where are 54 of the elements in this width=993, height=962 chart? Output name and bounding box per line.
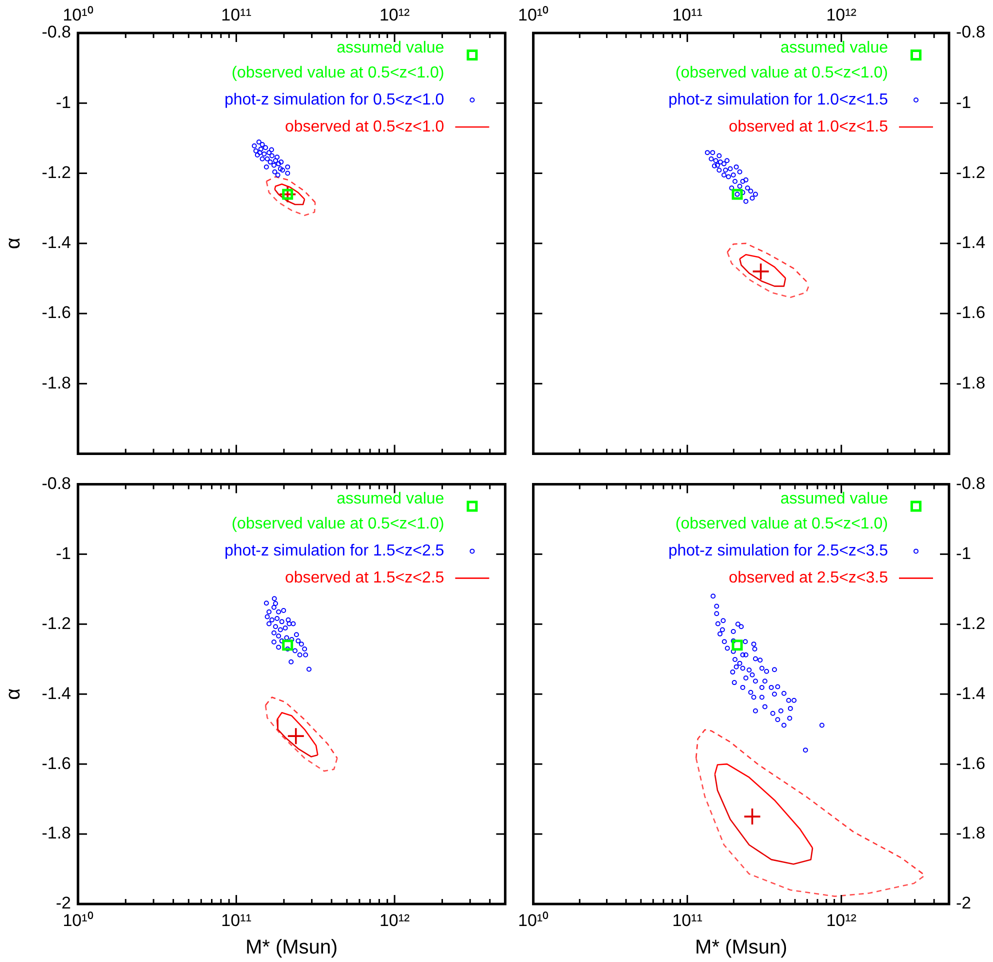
y-tick-label: -2 xyxy=(56,894,71,913)
y-tick-label: -1.6 xyxy=(42,754,71,773)
y-tick-label: -0.8 xyxy=(956,474,986,493)
x-tick-label: 10¹¹ xyxy=(221,5,252,24)
y-tick-label: -1.8 xyxy=(956,373,986,392)
x-tick-label: 10¹⁰ xyxy=(518,910,549,930)
legend-label: observed at 2.5<z<3.5 xyxy=(728,570,888,587)
y-tick-label: -1.8 xyxy=(42,824,71,843)
legend-label: observed at 1.0<z<1.5 xyxy=(728,118,888,136)
x-tick-label: 10¹² xyxy=(826,910,857,930)
y-tick-label: -1.4 xyxy=(956,233,986,252)
x-tick-label: 10¹¹ xyxy=(672,5,703,24)
y-tick-label: -1 xyxy=(56,544,71,563)
y-tick-label: -1.4 xyxy=(42,684,71,703)
y-tick-label: -1.8 xyxy=(42,373,71,392)
x-tick-label: 10¹⁰ xyxy=(518,5,549,24)
y-tick-label: -1.4 xyxy=(42,233,71,252)
y-tick-label: -1.8 xyxy=(956,824,986,843)
y-tick-label: -2 xyxy=(956,894,972,913)
x-axis-title: M* (Msun) xyxy=(245,936,338,959)
y-tick-label: -0.8 xyxy=(42,22,71,42)
legend-label: phot-z simulation for 0.5<z<1.0 xyxy=(224,91,444,108)
y-tick-label: -1.2 xyxy=(956,614,986,633)
x-tick-label: 10¹² xyxy=(379,910,410,930)
legend-label: assumed value (observed value at 0.5<z<1.0) xyxy=(232,490,444,533)
legend-label: assumed value (observed value at 0.5<z<1.0) xyxy=(675,490,888,533)
y-tick-label: -1 xyxy=(956,544,972,563)
x-axis-title: M* (Msun) xyxy=(695,936,788,959)
x-tick-label: 10¹² xyxy=(826,5,857,24)
y-tick-label: -1 xyxy=(956,92,972,112)
y-tick-label: -1 xyxy=(56,92,71,112)
legend-label: observed at 1.5<z<2.5 xyxy=(284,570,444,587)
legend-label: phot-z simulation for 1.5<z<2.5 xyxy=(224,542,444,560)
y-tick-label: -0.8 xyxy=(42,474,71,493)
y-tick-label: -1.6 xyxy=(956,303,986,322)
x-tick-label: 10¹¹ xyxy=(672,910,703,930)
x-tick-label: 10¹² xyxy=(379,5,410,24)
x-tick-label: 10¹⁰ xyxy=(62,5,94,24)
y-tick-label: -1.2 xyxy=(956,162,986,182)
legend-label: phot-z simulation for 1.0<z<1.5 xyxy=(668,91,888,108)
y-tick-label: -1.2 xyxy=(42,162,71,182)
x-tick-label: 10¹⁰ xyxy=(62,910,94,930)
y-tick-label: -1.2 xyxy=(42,614,71,633)
legend-label: observed at 0.5<z<1.0 xyxy=(284,118,444,136)
legend-label: phot-z simulation for 2.5<z<3.5 xyxy=(668,542,888,560)
y-tick-label: -1.4 xyxy=(956,684,986,703)
y-axis-title: α xyxy=(2,238,25,250)
y-tick-label: -1.6 xyxy=(956,754,986,773)
y-tick-label: -0.8 xyxy=(956,22,986,42)
y-tick-label: -1.6 xyxy=(42,303,71,322)
legend-label: assumed value (observed value at 0.5<z<1.0) xyxy=(675,39,888,82)
x-tick-label: 10¹¹ xyxy=(221,910,252,930)
y-axis-title: α xyxy=(2,688,25,700)
legend-label: assumed value (observed value at 0.5<z<1.0) xyxy=(232,39,444,82)
